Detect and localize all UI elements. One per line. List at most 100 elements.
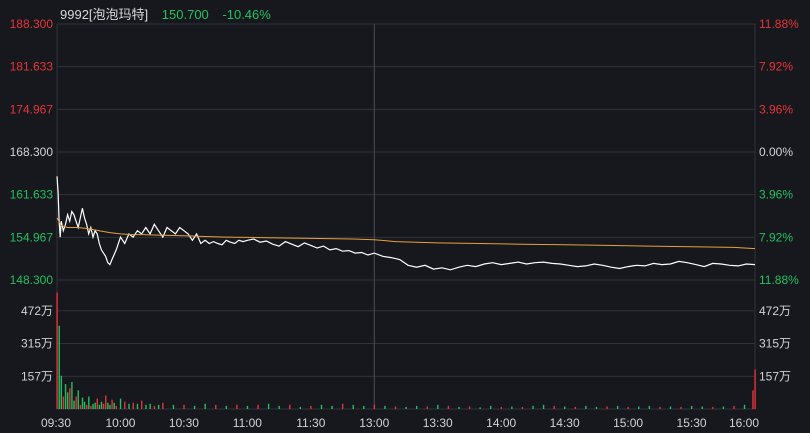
volume-bar xyxy=(62,396,65,409)
volume-bar xyxy=(66,392,69,409)
volume-bar xyxy=(100,401,103,409)
volume-bar xyxy=(102,403,105,409)
volume-bar xyxy=(743,404,746,409)
volume-bar xyxy=(722,406,725,409)
volume-bar xyxy=(86,404,88,409)
volume-bar xyxy=(648,405,651,409)
time-tick-label: 11:00 xyxy=(233,416,262,430)
volume-bar xyxy=(754,369,756,409)
volume-bar xyxy=(384,405,386,409)
price-tick-label: 154.967 xyxy=(10,230,54,244)
time-tick-label: 10:00 xyxy=(105,416,135,430)
time-tick-label: 16:00 xyxy=(729,416,759,430)
time-tick-label: 13:30 xyxy=(423,416,453,430)
volume-tick-label-left: 157万 xyxy=(21,369,53,383)
volume-bar xyxy=(193,405,196,409)
volume-bar xyxy=(69,388,71,409)
volume-bar xyxy=(352,404,354,409)
volume-bar xyxy=(595,406,598,409)
volume-bar xyxy=(149,403,151,409)
volume-bar xyxy=(204,403,206,409)
volume-bar xyxy=(405,406,407,409)
change-percent: -10.46% xyxy=(222,7,271,22)
chart-grid xyxy=(56,23,756,410)
time-tick-label: 09:30 xyxy=(41,416,71,430)
volume-bar xyxy=(616,405,619,409)
volume-bar xyxy=(680,406,682,409)
volume-bar xyxy=(111,399,113,409)
volume-bar xyxy=(437,404,439,409)
volume-bar xyxy=(73,400,75,409)
volume-bar xyxy=(124,401,126,409)
percent-tick-label: 11.88% xyxy=(759,17,799,31)
volume-bar xyxy=(172,404,175,409)
volume-bar xyxy=(58,325,60,409)
percent-tick-label: 11.88% xyxy=(759,273,799,287)
volume-bar xyxy=(299,406,302,409)
volume-bar xyxy=(426,406,428,409)
volume-bar xyxy=(183,404,185,409)
plot-frame xyxy=(56,23,756,410)
volume-bar xyxy=(669,406,672,409)
volume-bar xyxy=(415,405,418,409)
last-price: 150.700 xyxy=(161,7,209,22)
chart-lines xyxy=(56,176,756,271)
volume-bar xyxy=(690,405,693,409)
volume-bar xyxy=(394,406,397,409)
volume-bar xyxy=(215,404,217,409)
volume-tick-label-right: 157万 xyxy=(759,369,791,383)
volume-bar xyxy=(659,406,661,409)
volume-bar xyxy=(447,405,450,409)
volume-bar xyxy=(98,404,101,409)
volume-bar xyxy=(752,390,754,409)
time-tick-label: 14:00 xyxy=(486,416,516,430)
volume-bar xyxy=(109,404,111,409)
volume-bar xyxy=(627,406,629,409)
volume-bar xyxy=(574,406,577,409)
volume-bar xyxy=(236,404,238,409)
stock-symbol: 9992[泡泡玛特] xyxy=(60,7,149,22)
volume-bar xyxy=(136,403,139,409)
volume-bar xyxy=(511,406,513,409)
volume-bar xyxy=(479,407,481,409)
volume-bar xyxy=(56,292,58,409)
volume-bar xyxy=(81,397,84,409)
volume-bar xyxy=(373,404,376,409)
volume-bar xyxy=(225,405,228,409)
volume-bar xyxy=(141,400,143,409)
volume-bar xyxy=(278,405,280,409)
volume-bar xyxy=(257,404,259,409)
price-tick-label: 168.300 xyxy=(10,145,54,159)
volume-bar xyxy=(145,404,147,409)
time-tick-label: 15:00 xyxy=(613,416,643,430)
time-tick-label: 10:30 xyxy=(169,416,199,430)
volume-bar xyxy=(246,405,249,409)
price-line xyxy=(56,176,756,271)
time-tick-label: 14:30 xyxy=(550,416,580,430)
volume-bar xyxy=(458,406,460,409)
volume-bar xyxy=(606,406,608,409)
percent-tick-label: 7.92% xyxy=(759,60,793,74)
volume-tick-label-left: 472万 xyxy=(21,304,53,318)
volume-bar xyxy=(162,402,164,409)
volume-bar xyxy=(90,405,92,409)
volume-bar xyxy=(490,405,492,409)
price-tick-label: 161.633 xyxy=(10,188,54,202)
volume-bar xyxy=(712,406,714,409)
volume-bar xyxy=(468,406,471,409)
volume-bar xyxy=(96,398,98,409)
volume-tick-label-right: 472万 xyxy=(759,304,791,318)
volume-bar xyxy=(289,404,291,409)
volume-bar xyxy=(77,390,79,409)
volume-bar xyxy=(542,404,545,409)
volume-bar xyxy=(638,406,640,409)
volume-bar xyxy=(564,406,566,409)
volume-bar xyxy=(532,405,534,409)
volume-bar xyxy=(79,404,82,409)
volume-tick-label-left: 315万 xyxy=(21,336,53,350)
volume-bar xyxy=(107,402,109,409)
price-tick-label: 188.300 xyxy=(10,17,54,31)
volume-bar xyxy=(92,403,94,409)
time-tick-label: 11:30 xyxy=(296,416,325,430)
